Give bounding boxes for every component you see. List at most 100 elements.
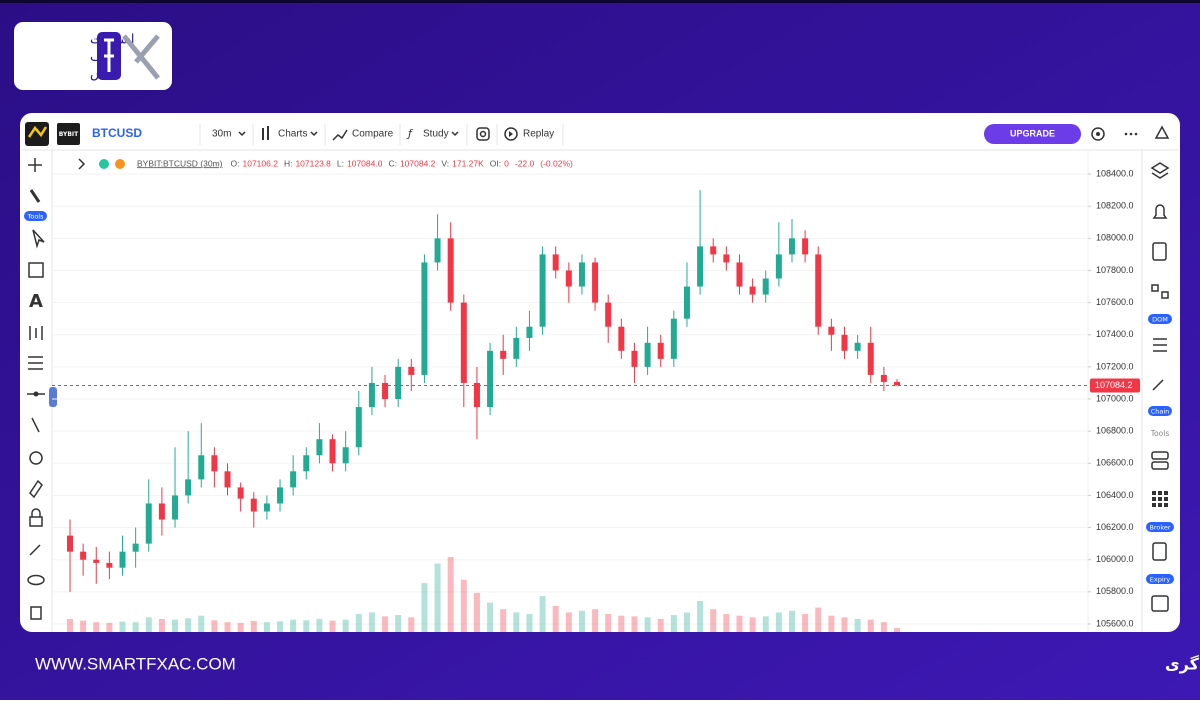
volume-bar	[460, 579, 467, 632]
legend-value: 107123.8	[295, 158, 331, 168]
crosshair-tool[interactable]	[28, 158, 42, 172]
study-button[interactable]: Study	[423, 129, 449, 140]
fib-tool[interactable]	[28, 356, 43, 370]
volume-bar	[158, 618, 165, 632]
volume-bar	[277, 621, 284, 632]
sidebar-label: Broker	[1149, 524, 1170, 532]
chain-button[interactable]	[1152, 379, 1164, 391]
last-price-tag	[1090, 378, 1140, 393]
legend-dot	[115, 159, 125, 169]
layers-button[interactable]	[1150, 162, 1170, 179]
volume-bar	[710, 609, 717, 632]
volume-bar	[106, 622, 113, 632]
volume-bar	[421, 583, 428, 632]
text-tool[interactable]: A	[29, 291, 43, 312]
app-logo[interactable]	[25, 122, 49, 146]
screenshot-button[interactable]	[476, 127, 490, 141]
replay-icon	[504, 127, 518, 141]
line-tool-dot	[33, 391, 39, 397]
price-axis: 105600.0 105800.0 106000.0 106200.0 106400.0…	[1088, 168, 1140, 628]
candle-body	[119, 551, 126, 568]
legend-toggle[interactable]	[78, 158, 86, 170]
candle-body	[421, 262, 428, 375]
candle-body	[395, 366, 402, 400]
upgrade-button[interactable]	[984, 124, 1081, 144]
volume-bar	[788, 610, 795, 632]
candle-body	[736, 262, 743, 287]
charts-button[interactable]: Charts	[278, 129, 307, 140]
alert-button[interactable]	[1154, 125, 1170, 139]
collapse-handle[interactable]	[49, 387, 57, 407]
candle-body	[592, 262, 599, 303]
screenshot-icon	[479, 130, 487, 138]
footer-slogan: اسمــارت اف ایکــس، همراه هوشمند شما در …	[1165, 655, 1200, 674]
exchange-name: BYBIT	[59, 131, 79, 138]
legend-value: 0	[504, 158, 509, 168]
candle-body	[710, 246, 717, 255]
lock-tool[interactable]	[29, 516, 43, 527]
volume-bar	[316, 618, 323, 632]
y-tick-label: 105600.0	[1096, 618, 1134, 628]
legend-value: -22.0	[515, 158, 535, 168]
volume-bar	[683, 612, 690, 632]
legend-symbol: BYBIT:BTCUSD (30m)	[137, 158, 223, 168]
symbol[interactable]: BTCUSD	[92, 126, 142, 140]
broker-button[interactable]	[1152, 491, 1168, 507]
brand-icon	[104, 38, 114, 72]
y-tick-label: 107200.0	[1096, 361, 1134, 371]
candle-body	[224, 471, 231, 488]
brush-tool[interactable]	[29, 189, 41, 203]
notes-button[interactable]	[1152, 242, 1167, 261]
delete-tool[interactable]	[30, 606, 42, 620]
left-toolbar: Tools A	[24, 158, 47, 620]
legend-key: OI:	[490, 158, 501, 168]
volume-bar	[434, 563, 441, 632]
candle-body	[355, 407, 362, 448]
tools-button[interactable]	[1151, 451, 1169, 460]
candle-body	[526, 326, 533, 338]
volume-bar	[815, 607, 822, 632]
candle-body	[342, 447, 349, 464]
compare-button[interactable]: Compare	[352, 129, 394, 140]
legend-key: O:	[231, 158, 240, 168]
interval[interactable]: 30m	[212, 129, 231, 140]
volume-bar	[368, 612, 375, 632]
volume-bar	[473, 592, 480, 632]
list-button[interactable]	[1153, 338, 1167, 352]
ruler-tool[interactable]	[31, 417, 40, 433]
volume-bar	[657, 618, 664, 632]
dom-button[interactable]	[1151, 284, 1169, 299]
candle-body	[382, 382, 389, 400]
candle-body	[80, 551, 87, 560]
magnet-tool[interactable]	[29, 451, 43, 465]
volume-bar	[762, 616, 769, 632]
volume-bar	[237, 622, 244, 632]
pattern-tool[interactable]	[29, 326, 43, 340]
brush-tool-2[interactable]	[29, 479, 43, 499]
candle-body	[815, 254, 822, 327]
replay-button[interactable]: Replay	[523, 129, 554, 140]
more-button[interactable]	[1124, 132, 1138, 136]
y-tick-label: 108000.0	[1096, 233, 1134, 243]
settings-button[interactable]	[1091, 127, 1105, 141]
expiry-button[interactable]	[1152, 542, 1167, 561]
chart-card	[20, 113, 1180, 632]
dropdown-icon	[451, 131, 459, 137]
exchange-logo	[57, 123, 80, 145]
sidebar-label: Expiry	[1150, 576, 1171, 584]
y-tick-label: 107400.0	[1096, 329, 1134, 339]
volume-bar	[172, 619, 179, 632]
legend-value: 171.27K	[452, 158, 484, 168]
rect-tool[interactable]	[28, 262, 44, 278]
calendar-button[interactable]	[1151, 595, 1169, 612]
alerts-button[interactable]	[1152, 204, 1168, 219]
cursor-tool[interactable]	[32, 229, 45, 249]
brand-box	[14, 22, 172, 90]
candle-body	[841, 334, 848, 351]
volume-bar	[198, 615, 205, 632]
visibility-tool[interactable]	[27, 574, 45, 586]
legend-key: V:	[441, 158, 449, 168]
link-tool[interactable]	[29, 544, 41, 556]
compare-icon	[332, 129, 348, 141]
